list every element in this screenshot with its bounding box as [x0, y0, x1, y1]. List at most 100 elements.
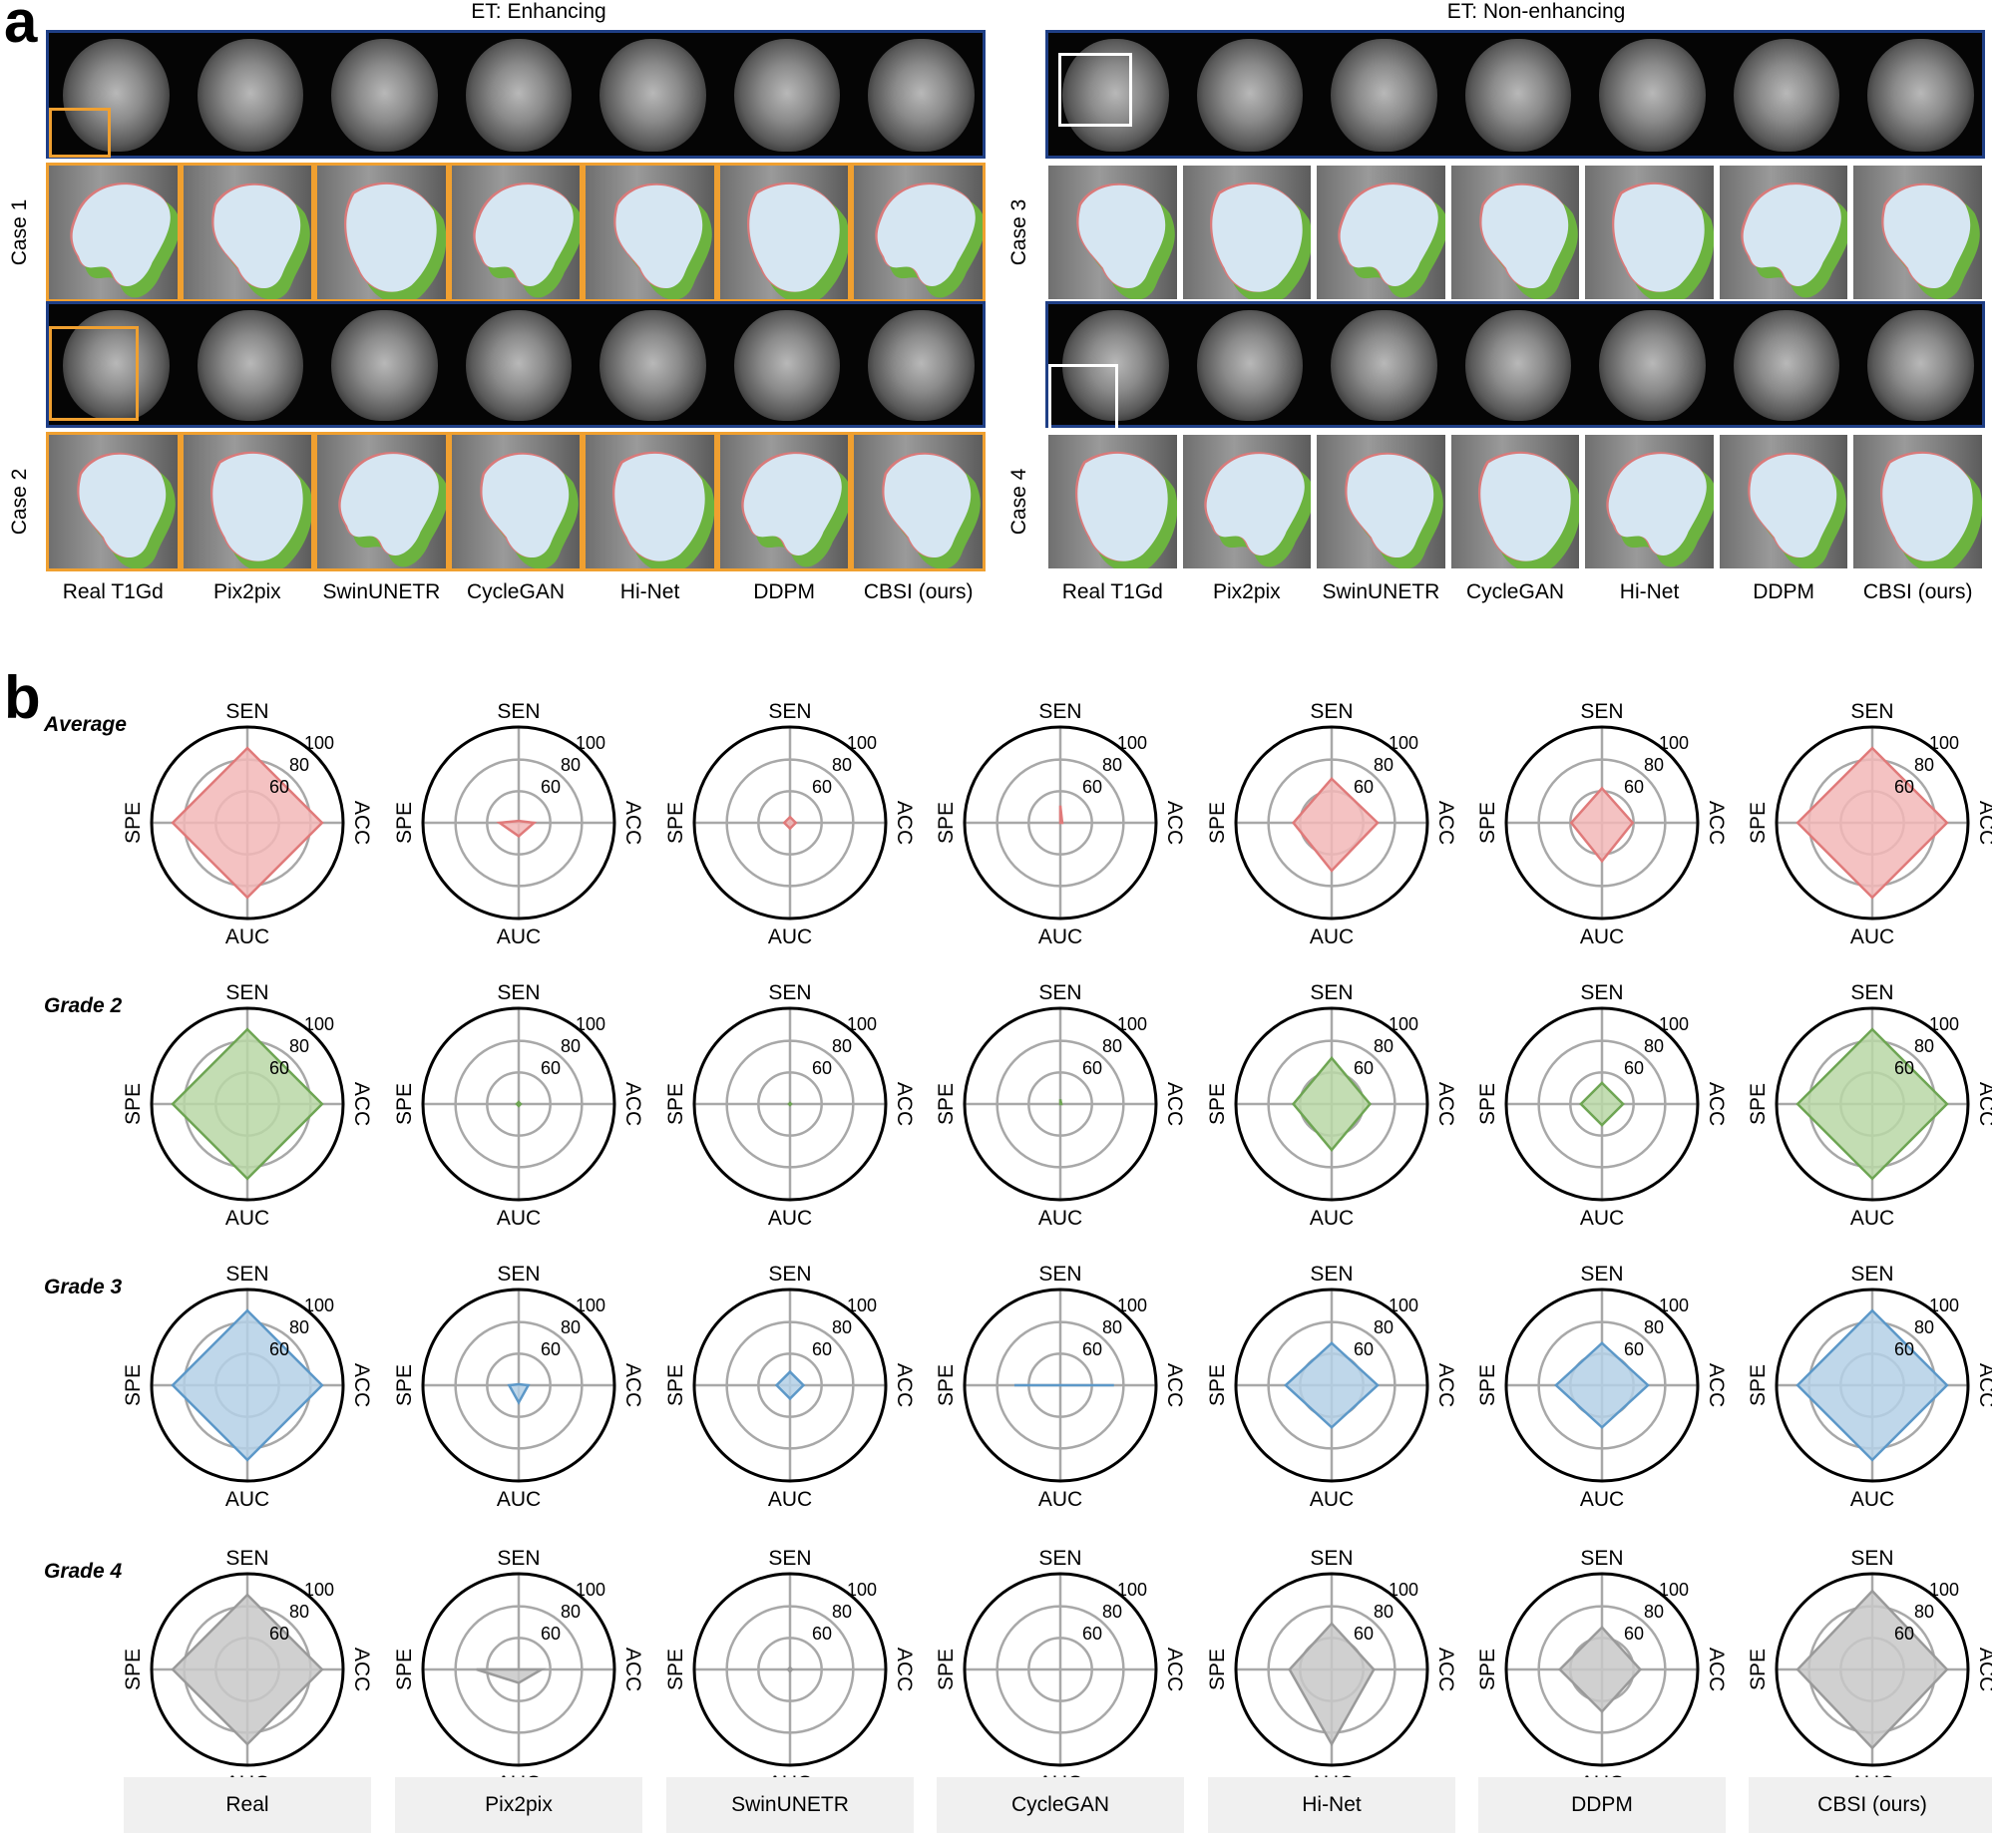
radar-outer-ring: [1504, 1288, 1700, 1483]
radar-axis-label-spe: SPE: [1477, 1083, 1499, 1125]
radar-axis-label-acc: ACC: [1163, 1363, 1185, 1407]
radar-axis-label-auc: AUC: [1580, 1207, 1624, 1229]
method-label: Pix2pix: [212, 580, 281, 603]
radar-axis-label-sen: SEN: [1038, 1547, 1081, 1570]
radar-ring-label: 100: [847, 733, 877, 753]
radar-ring-label: 60: [1624, 777, 1644, 797]
brain-slice-thumbnail: [465, 39, 573, 152]
radar-axis-label-auc: AUC: [1580, 925, 1624, 947]
radar-outer-ring: [1504, 725, 1700, 921]
segmentation-overlay-crop: [1850, 163, 1985, 302]
radar-axis-label-acc: ACC: [621, 801, 643, 845]
radar-ring-label: 60: [541, 1339, 561, 1359]
radar-data-polygon: [1795, 1589, 1949, 1750]
radar-ring-label: 100: [847, 1295, 877, 1315]
radar-ring-label: 60: [269, 1058, 289, 1078]
radar-data-polygon: [1557, 1625, 1643, 1714]
radar-ring-label: 100: [304, 1014, 334, 1034]
radar-ring-label: 100: [304, 733, 334, 753]
radar-axis-label-sen: SEN: [225, 1263, 268, 1286]
radar-outer-ring: [963, 1006, 1158, 1202]
axial-slice-strip-left-1: [46, 30, 986, 159]
radar-data-polygon: [1284, 1341, 1380, 1429]
radar-axis-label-spe: SPE: [936, 1649, 958, 1690]
radar-axis-label-spe: SPE: [665, 1649, 687, 1690]
radar-ring-label: 100: [576, 1580, 605, 1600]
column-label: CycleGAN: [937, 1777, 1184, 1833]
brain-slice-thumbnail: [868, 39, 975, 152]
radar-ring-label: 100: [304, 1295, 334, 1315]
radar-axis-label-sen: SEN: [497, 981, 540, 1004]
radar-axis-label-spe: SPE: [665, 1364, 687, 1406]
radar-ring-label: 100: [1117, 1014, 1147, 1034]
radar-ring-label: 100: [847, 1580, 877, 1600]
radar-axis-label-spe: SPE: [123, 1649, 145, 1690]
segmentation-overlay-crop: [1582, 432, 1717, 571]
zoomed-crop-row-left-1: [46, 163, 986, 302]
radar-data-polygon: [171, 746, 324, 900]
radar-axis-label-acc: ACC: [893, 1082, 915, 1126]
radar-ring-label: 80: [1644, 755, 1664, 775]
radar-axis-label-auc: AUC: [1850, 1207, 1894, 1229]
radar-axis-label-acc: ACC: [1975, 1363, 1992, 1407]
radar-axis-label-spe: SPE: [1207, 1083, 1229, 1125]
radar-ring-label: 100: [1929, 1295, 1959, 1315]
radar-ring-label: 80: [289, 1602, 309, 1622]
radar-ring-label: 100: [847, 1014, 877, 1034]
radar-outer-ring: [1234, 725, 1429, 921]
radar-outer-ring: [1504, 1572, 1700, 1767]
radar-axis-label-acc: ACC: [893, 801, 915, 845]
radar-ring-label: 60: [1894, 1339, 1914, 1359]
radar-axis-label-spe: SPE: [936, 1083, 958, 1125]
radar-ring-label: 80: [289, 1036, 309, 1056]
radar-ring-label: 60: [1082, 1339, 1102, 1359]
segmentation-overlay-crop: [448, 432, 584, 571]
radar-outer-ring: [963, 1288, 1158, 1483]
radar-axis-label-sen: SEN: [1580, 1263, 1623, 1286]
radar-data-polygon: [787, 1101, 793, 1107]
radar-outer-ring: [150, 725, 345, 921]
radar-outer-ring: [421, 1572, 616, 1767]
radar-axis-label-acc: ACC: [621, 1082, 643, 1126]
radar-axis-label-sen: SEN: [1580, 1547, 1623, 1570]
method-label: CycleGAN: [466, 580, 565, 603]
radar-axis-label-acc: ACC: [621, 1648, 643, 1691]
radar-data-polygon: [171, 1308, 324, 1462]
radar-ring-label: 60: [1354, 1058, 1374, 1078]
brain-slice-thumbnail: [868, 310, 975, 421]
segmentation-overlay-crop: [583, 163, 717, 302]
radar-axis-label-spe: SPE: [1207, 1649, 1229, 1690]
radar-axis-label-spe: SPE: [394, 802, 416, 844]
radar-row-label: Average: [44, 713, 127, 736]
radar-ring-label: 80: [832, 1317, 852, 1337]
brain-slice-thumbnail: [1464, 310, 1572, 421]
radar-axis-label-auc: AUC: [1038, 1207, 1082, 1229]
radar-data-polygon: [1058, 1098, 1063, 1106]
method-label: Hi-Net: [619, 580, 680, 603]
brain-slice-thumbnail: [1196, 39, 1304, 152]
radar-ring-label: 100: [1389, 1014, 1418, 1034]
radar-ring-label: 60: [541, 1058, 561, 1078]
radar-outer-ring: [1234, 1006, 1429, 1202]
radar-axis-label-spe: SPE: [1477, 1649, 1499, 1690]
radar-axis-label-acc: ACC: [621, 1363, 643, 1407]
segmentation-overlay-crop: [314, 432, 449, 571]
radar-data-polygon: [476, 1667, 547, 1684]
radar-axis-label-auc: AUC: [1310, 925, 1354, 947]
radar-ring-label: 80: [561, 755, 581, 775]
radar-outer-ring: [150, 1288, 345, 1483]
zoom-region-box: [49, 108, 111, 158]
method-label: SwinUNETR: [1322, 580, 1440, 603]
radar-axis-label-auc: AUC: [1850, 925, 1894, 947]
brain-slice-thumbnail: [1062, 39, 1169, 152]
radar-axis-label-spe: SPE: [1477, 802, 1499, 844]
method-label: Real T1Gd: [62, 580, 164, 603]
radar-axis-label-sen: SEN: [1038, 981, 1081, 1004]
radar-ring-label: 80: [289, 755, 309, 775]
radar-data-polygon: [1795, 1027, 1949, 1181]
radar-axis-label-acc: ACC: [1163, 801, 1185, 845]
